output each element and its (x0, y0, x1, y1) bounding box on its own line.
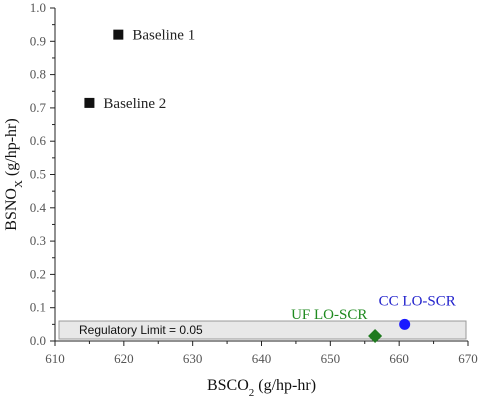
y-tick-label: 0.7 (30, 100, 47, 115)
y-tick-label: 0.0 (30, 333, 46, 348)
data-point-cc-lo-scr (399, 318, 411, 330)
y-tick-label: 0.4 (30, 200, 47, 215)
data-point-baseline-1 (113, 29, 124, 40)
x-axis-title: BSCO2 (g/hp-hr) (207, 377, 316, 399)
y-tick-label: 0.5 (30, 167, 46, 182)
point-label-cc-lo-scr: CC LO-SCR (379, 293, 456, 309)
y-axis-title: BSNOX (g/hp-hr) (3, 118, 25, 230)
x-tick-label: 660 (389, 351, 409, 366)
y-tick-label: 0.6 (30, 133, 47, 148)
x-tick-label: 610 (45, 351, 65, 366)
y-tick-label: 0.3 (30, 233, 46, 248)
x-tick-label: 620 (114, 351, 134, 366)
regulatory-limit-band (58, 320, 467, 340)
y-tick-label: 1.0 (30, 0, 46, 15)
x-tick-label: 670 (458, 351, 478, 366)
data-point-uf-lo-scr (368, 329, 383, 344)
point-label-baseline-2: Baseline 2 (103, 96, 166, 112)
y-tick-label: 0.1 (30, 300, 46, 315)
y-tick-label: 0.9 (30, 33, 46, 48)
regulatory-limit-label: Regulatory Limit = 0.05 (79, 323, 203, 337)
x-tick-label: 640 (252, 351, 272, 366)
point-label-uf-lo-scr: UF LO-SCR (291, 307, 367, 323)
x-tick-label: 630 (183, 351, 203, 366)
y-tick-label: 0.8 (30, 67, 46, 82)
point-label-baseline-1: Baseline 1 (132, 28, 195, 44)
x-tick-label: 650 (321, 351, 341, 366)
data-point-baseline-2 (84, 97, 95, 108)
y-tick-label: 0.2 (30, 266, 46, 281)
